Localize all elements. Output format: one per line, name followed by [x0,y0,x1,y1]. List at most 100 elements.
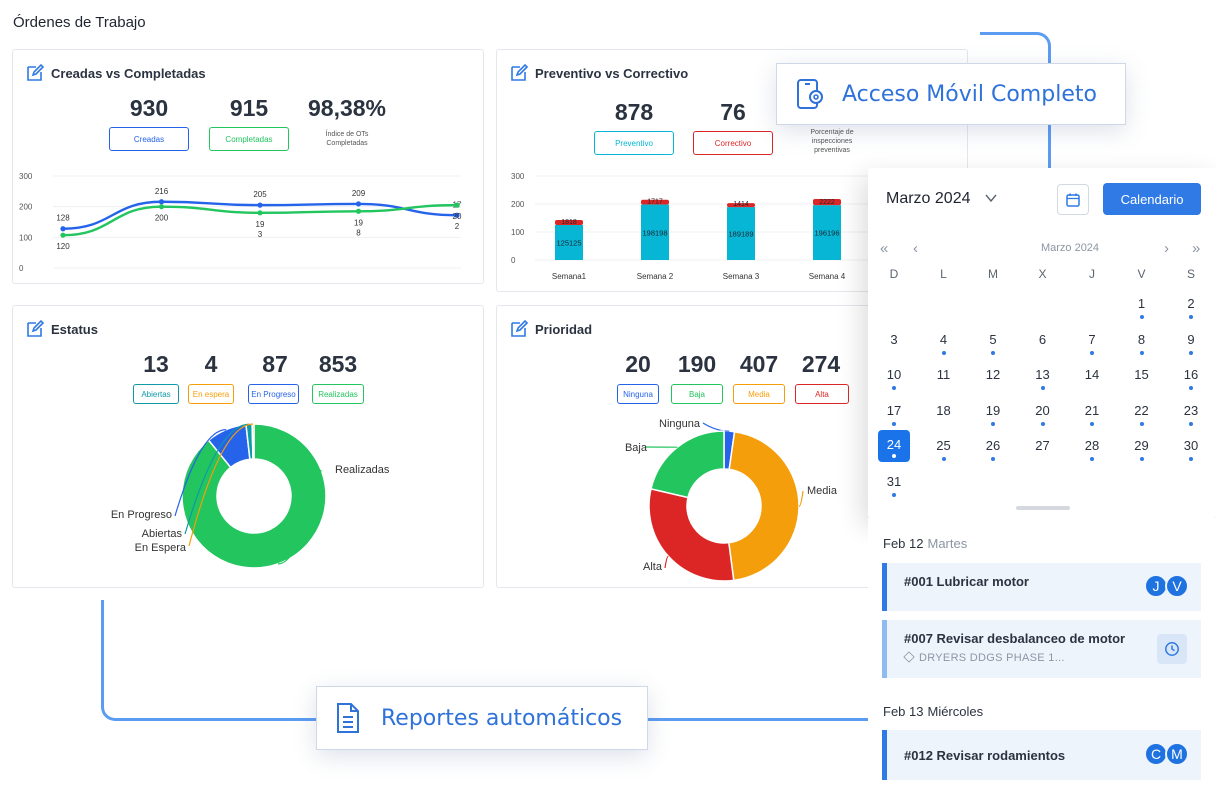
calendar-day[interactable]: 30 [1176,431,1206,461]
line-chart: 010020030012821620520917120200191920382 [19,172,462,273]
avatar[interactable]: V [1165,574,1189,598]
stat-high: 274 [801,351,841,377]
stat-corrective: 76 [720,99,746,125]
task-card[interactable]: #012 Revisar rodamientos C M [882,730,1201,780]
legend-in-progress[interactable]: En Progreso [248,384,299,404]
next-month-icon[interactable]: › [1164,240,1169,257]
data-label: 8 [356,228,361,237]
bar-value-label: 189189 [728,230,753,239]
legend-none[interactable]: Ninguna [617,384,659,404]
calendar-day[interactable]: 25 [929,431,959,461]
created-vs-completed-card: Creadas vs Completadas 930 915 98,38% Cr… [12,49,484,284]
task-accent-bar [882,730,887,780]
legend-created[interactable]: Creadas [109,127,189,151]
task-accent-bar [882,563,887,611]
stat-done: 853 [318,351,358,377]
legend-open[interactable]: Abiertas [133,384,179,404]
bar-value-label: 198198 [642,228,667,237]
avatar[interactable]: J [1144,574,1168,598]
prev-month-icon[interactable]: ‹ [913,240,918,257]
calendar-day[interactable]: 21 [1077,396,1107,426]
bar-value-label: 196196 [814,229,839,238]
slice-label: Alta [643,561,663,573]
task-card[interactable]: #007 Revisar desbalanceo de motor DRYERS… [882,620,1201,678]
clock-button[interactable] [1157,634,1187,664]
legend-corrective[interactable]: Correctivo [693,131,773,155]
calendar-day[interactable]: 3 [890,331,898,347]
calendar-day[interactable]: 29 [1127,431,1157,461]
avatar[interactable]: C [1144,742,1168,766]
calendar-day[interactable]: 17 [879,396,909,426]
calendar-day[interactable]: 8 [1127,325,1157,355]
calendar-day[interactable]: 10 [879,360,909,390]
calendar-day[interactable]: 31 [879,467,909,497]
calendar-day[interactable]: 28 [1077,431,1107,461]
calendar-day[interactable]: 12 [985,367,1001,382]
stat-completed: 915 [229,95,269,121]
calendar-day-selected[interactable]: 24 [878,430,910,462]
drag-handle[interactable] [1016,506,1070,510]
calendar-day[interactable]: 18 [936,402,951,418]
calendar-day[interactable]: 5 [978,325,1008,355]
label-leader-line [798,490,804,507]
event-dot [1090,421,1094,426]
bar-value-label: 1414 [733,201,749,208]
calendar-button[interactable]: Calendario [1103,183,1201,215]
bar-chart: 0 100 200 300 125125 1818 Semana1 198198 1717 Sem… [511,172,869,281]
event-dot [941,457,946,461]
calendar-day[interactable]: 15 [1134,367,1149,382]
data-label: 120 [56,242,70,251]
legend-high[interactable]: Alta [795,384,849,404]
calendar-day[interactable]: 13 [1028,360,1058,390]
weekday-header: L [940,267,947,281]
calendar-day[interactable]: 16 [1176,360,1206,390]
calendar-day[interactable]: 20 [1028,396,1058,426]
edit-icon[interactable] [25,319,45,339]
calendar-day[interactable]: 4 [929,325,959,355]
event-dot [1040,386,1045,390]
calendar-icon-button[interactable] [1057,184,1089,215]
calendar-day[interactable]: 23 [1176,396,1206,426]
data-point [257,210,263,216]
legend-preventive[interactable]: Preventivo [594,131,674,155]
legend-done[interactable]: Realizadas [312,384,364,404]
edit-icon[interactable] [25,63,45,83]
calendar-day[interactable]: 26 [978,431,1008,461]
calendar-day[interactable]: 14 [1084,367,1100,382]
task-card[interactable]: #001 Lubricar motor J V [882,563,1201,611]
calendar-day[interactable]: 2 [1176,289,1206,319]
calendar-day[interactable]: 7 [1077,325,1107,355]
chevron-down-icon[interactable] [984,192,998,204]
last-month-icon[interactable]: » [1192,240,1201,257]
calendar-day[interactable]: 1 [1127,289,1157,319]
asset-icon [903,651,915,663]
slice-label: Media [807,485,838,497]
calendar-day[interactable]: 22 [1127,396,1157,426]
legend-completed[interactable]: Completadas [209,127,289,151]
card-title: Preventivo vs Correctivo [535,66,689,81]
edit-icon[interactable] [509,319,529,339]
event-dot [1189,421,1193,426]
calendar-day[interactable]: 27 [1035,438,1050,453]
avatar[interactable]: M [1165,742,1189,766]
month-selector-label[interactable]: Marzo 2024 [886,190,971,207]
calendar-panel: Marzo 2024 Calendario « ‹ Marzo 2024 › »… [868,168,1216,518]
bar-value-label: 1818 [561,219,577,226]
data-label: 20 [453,212,462,221]
data-label: 200 [155,214,169,223]
legend-on-hold[interactable]: En espera [188,384,234,404]
legend-low[interactable]: Baja [671,384,723,404]
event-dot [892,386,896,390]
stat-low: 190 [677,351,717,377]
calendar-day[interactable]: 19 [978,396,1008,426]
calendar-day[interactable]: 6 [1038,331,1047,347]
first-month-icon[interactable]: « [880,240,889,257]
data-label: 128 [56,214,70,223]
edit-icon[interactable] [509,63,529,83]
donut-slice [727,430,800,582]
calendar-day[interactable]: 11 [936,367,951,382]
event-dot [991,457,995,461]
calendar-day[interactable]: 9 [1176,325,1206,355]
legend-medium[interactable]: Media [733,384,785,404]
slice-label: Baja [625,442,648,454]
